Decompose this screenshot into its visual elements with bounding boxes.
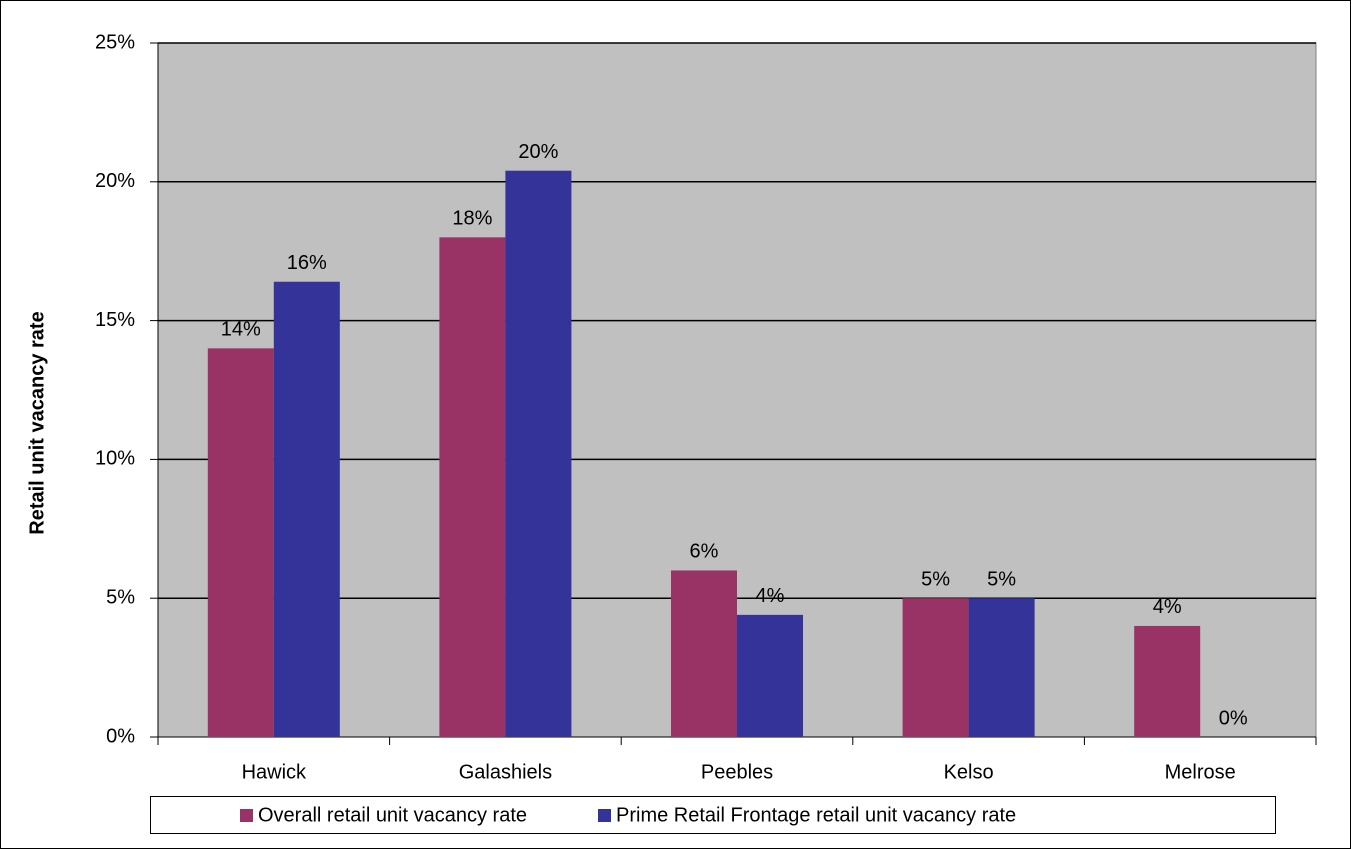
data-label: 16% (287, 252, 327, 274)
bar (207, 348, 274, 737)
data-label: 4% (1153, 596, 1182, 618)
bar (968, 598, 1035, 737)
data-label: 14% (221, 319, 261, 341)
bar (273, 281, 340, 737)
data-label: 6% (690, 541, 719, 563)
data-label: 4% (756, 585, 785, 607)
legend-swatch (598, 809, 611, 822)
data-label: 5% (987, 568, 1016, 590)
data-label: 5% (921, 568, 950, 590)
bar (505, 170, 572, 738)
y-axis-label: Retail unit vacancy rate (26, 311, 48, 534)
x-tick-label: Galashiels (459, 761, 552, 783)
legend-label: Prime Retail Frontage retail unit vacanc… (616, 804, 1016, 826)
data-label: 20% (518, 141, 558, 163)
bar (737, 614, 804, 737)
bar (902, 598, 969, 737)
data-label: 0% (1219, 707, 1248, 729)
data-label: 18% (452, 208, 492, 230)
x-tick-label: Melrose (1165, 761, 1236, 783)
bar (670, 570, 737, 737)
y-tick-label: 0% (106, 725, 135, 747)
bar (1134, 625, 1201, 737)
y-tick-label: 5% (106, 586, 135, 608)
bar (439, 237, 506, 737)
y-tick-label: 15% (95, 309, 135, 331)
x-tick-label: Kelso (944, 761, 994, 783)
x-tick-label: Hawick (242, 761, 307, 783)
y-tick-label: 25% (95, 31, 135, 53)
legend-swatch (240, 809, 253, 822)
legend-box (150, 796, 1276, 834)
legend-label: Overall retail unit vacancy rate (258, 804, 527, 826)
y-tick-label: 20% (95, 170, 135, 192)
x-tick-label: Peebles (701, 761, 773, 783)
y-tick-label: 10% (95, 448, 135, 470)
